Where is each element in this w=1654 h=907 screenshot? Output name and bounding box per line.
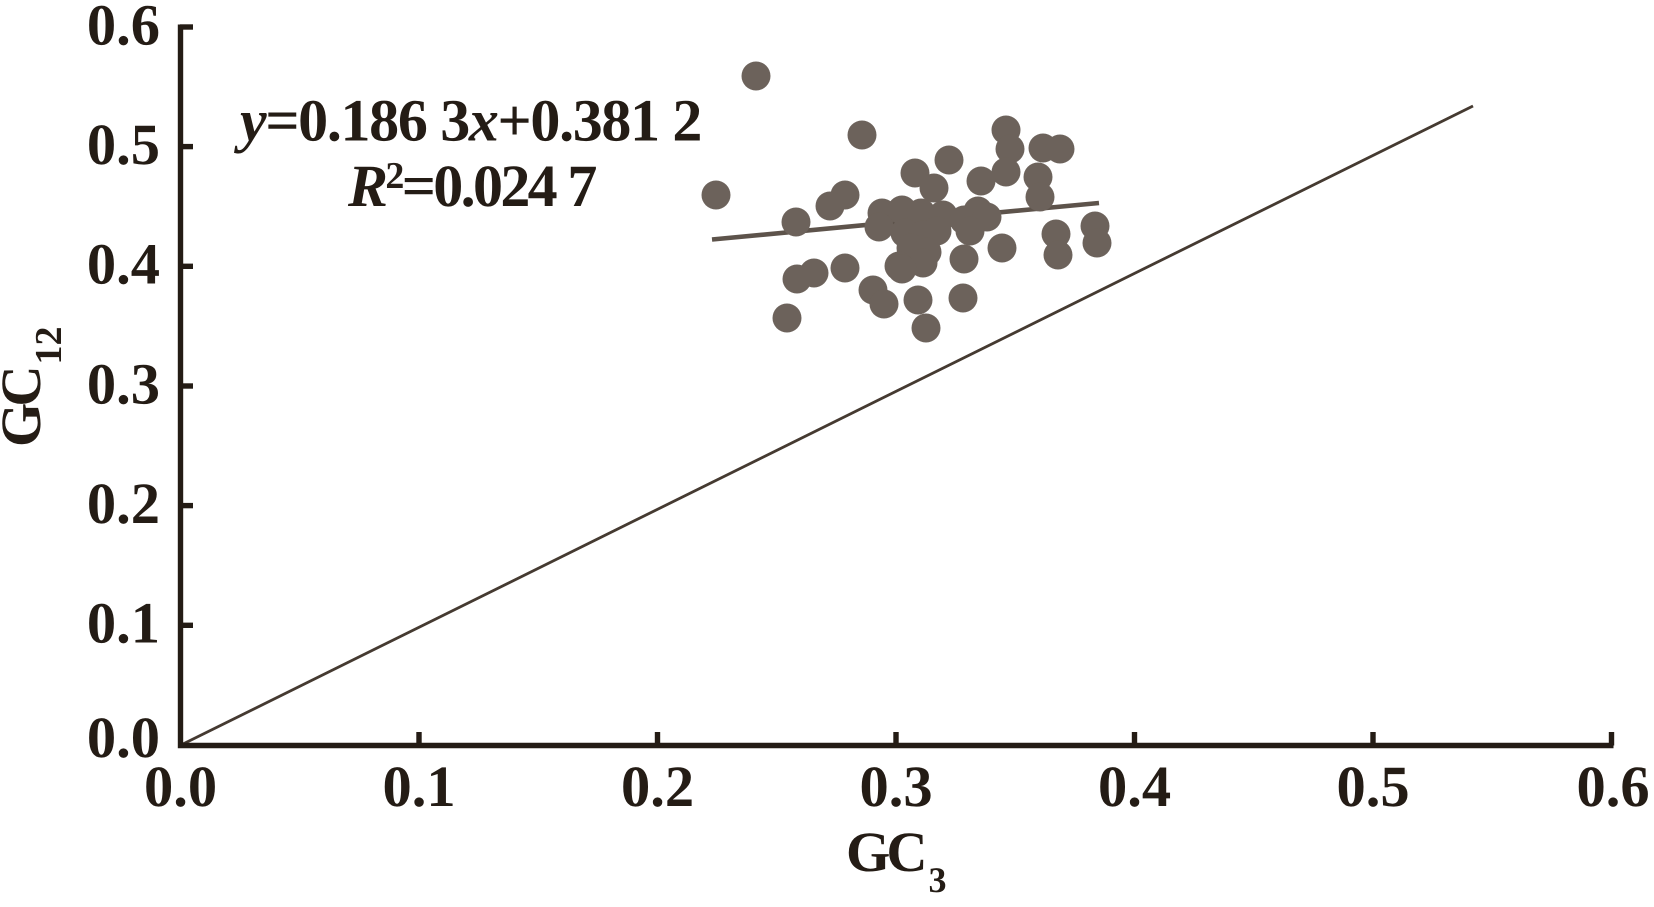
svg-text:y=0.186 3x+0.381 2: y=0.186 3x+0.381 2: [234, 88, 701, 154]
svg-text:GC12: GC12: [0, 327, 70, 448]
svg-text:GC3: GC 3: [846, 821, 947, 900]
svg-text:0.0: 0.0: [87, 705, 160, 770]
svg-text:0.5: 0.5: [87, 112, 160, 177]
svg-text:0.6: 0.6: [87, 0, 160, 57]
svg-text:0.2: 0.2: [87, 471, 160, 536]
svg-text:R2=0.024 7: R2=0.024 7: [347, 153, 596, 219]
svg-text:0.4: 0.4: [87, 232, 160, 297]
svg-text:0.2: 0.2: [621, 754, 694, 819]
svg-text:0.5: 0.5: [1336, 754, 1409, 819]
svg-text:0.0: 0.0: [144, 754, 217, 819]
svg-text:0.3: 0.3: [87, 351, 160, 416]
svg-text:0.1: 0.1: [87, 591, 160, 656]
svg-text:0.4: 0.4: [1098, 754, 1171, 819]
svg-text:0.3: 0.3: [859, 754, 932, 819]
svg-text:0.1: 0.1: [382, 754, 455, 819]
svg-text:0.6: 0.6: [1576, 754, 1649, 819]
